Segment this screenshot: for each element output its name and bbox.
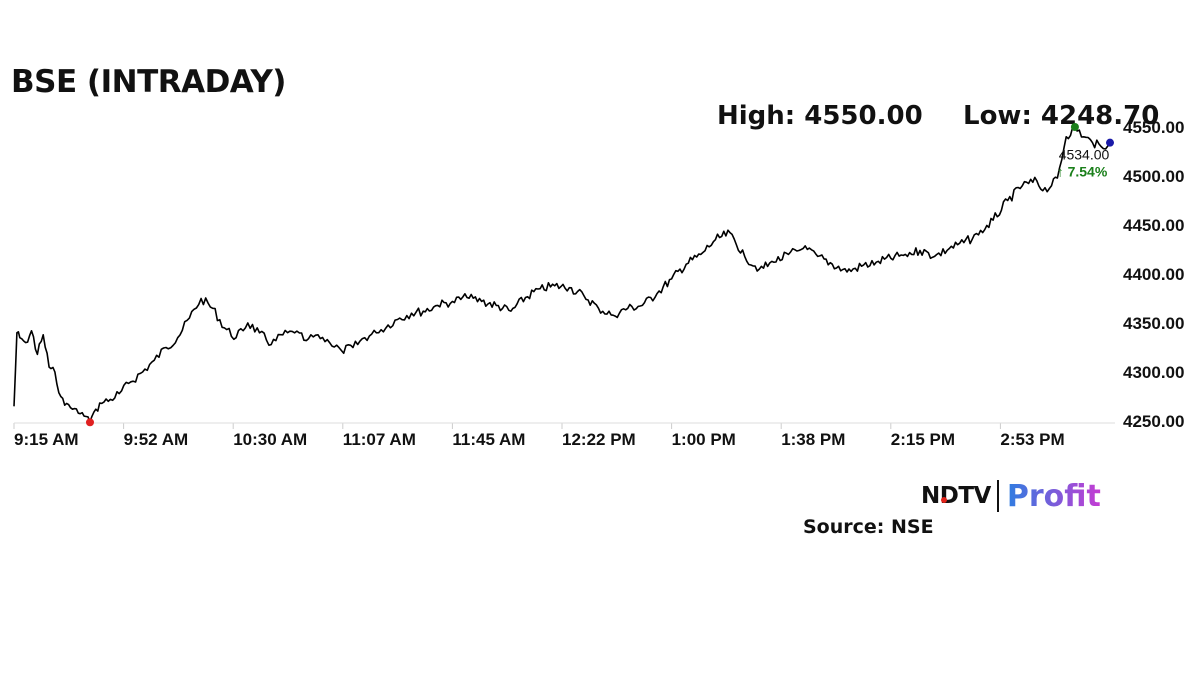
x-tick-label: 9:52 AM [124,430,189,449]
x-tick-label: 9:15 AM [14,430,79,449]
x-tick-label: 12:22 PM [562,430,636,449]
last-price-label: 4534.00 [1059,147,1110,163]
y-tick-label: 4250.00 [1123,412,1184,431]
logo-primary: NDTV [921,483,991,509]
low-stat: Low: 4248.70 [963,101,1160,131]
x-axis-ticks: 9:15 AM 9:52 AM 10:30 AM 11:07 AM 11:45 AM 12… [13,423,1065,449]
y-tick-label: 4550.00 [1123,118,1184,137]
last-price-marker [1106,138,1114,147]
logo-profit-text: Profit [1006,478,1101,514]
x-tick-label: 2:53 PM [1000,430,1064,449]
x-tick-label: 10:30 AM [233,430,307,449]
y-tick-label: 4350.00 [1123,314,1184,333]
y-tick-label: 4300.00 [1123,363,1184,382]
ndtv-profit-logo: NDTV Profit [921,478,1101,514]
x-tick-label: 11:45 AM [452,430,525,449]
y-axis-ticks: 4250.00 4300.00 4350.00 4400.00 4450.00 4500.… [1123,118,1184,431]
logo-ndtv-text: NDTV [921,483,991,509]
x-tick-label: 1:38 PM [781,430,845,449]
price-series-line [13,126,1111,423]
y-tick-label: 4500.00 [1123,167,1184,186]
high-stat: High: 4550.00 [717,101,923,131]
logo-divider [996,480,999,512]
chart-title: BSE (INTRADAY) [11,64,286,100]
x-tick-label: 1:00 PM [672,430,736,449]
low-marker [85,418,94,427]
change-percent-label: ↑ 7.54% [1057,164,1108,180]
source-note: Source: NSE [803,516,934,538]
x-tick-label: 2:15 PM [891,430,955,449]
y-tick-label: 4450.00 [1123,216,1184,235]
logo-dot-icon [941,497,947,503]
high-marker [1070,123,1079,131]
y-tick-label: 4400.00 [1123,265,1184,284]
x-tick-label: 11:07 AM [343,430,416,449]
